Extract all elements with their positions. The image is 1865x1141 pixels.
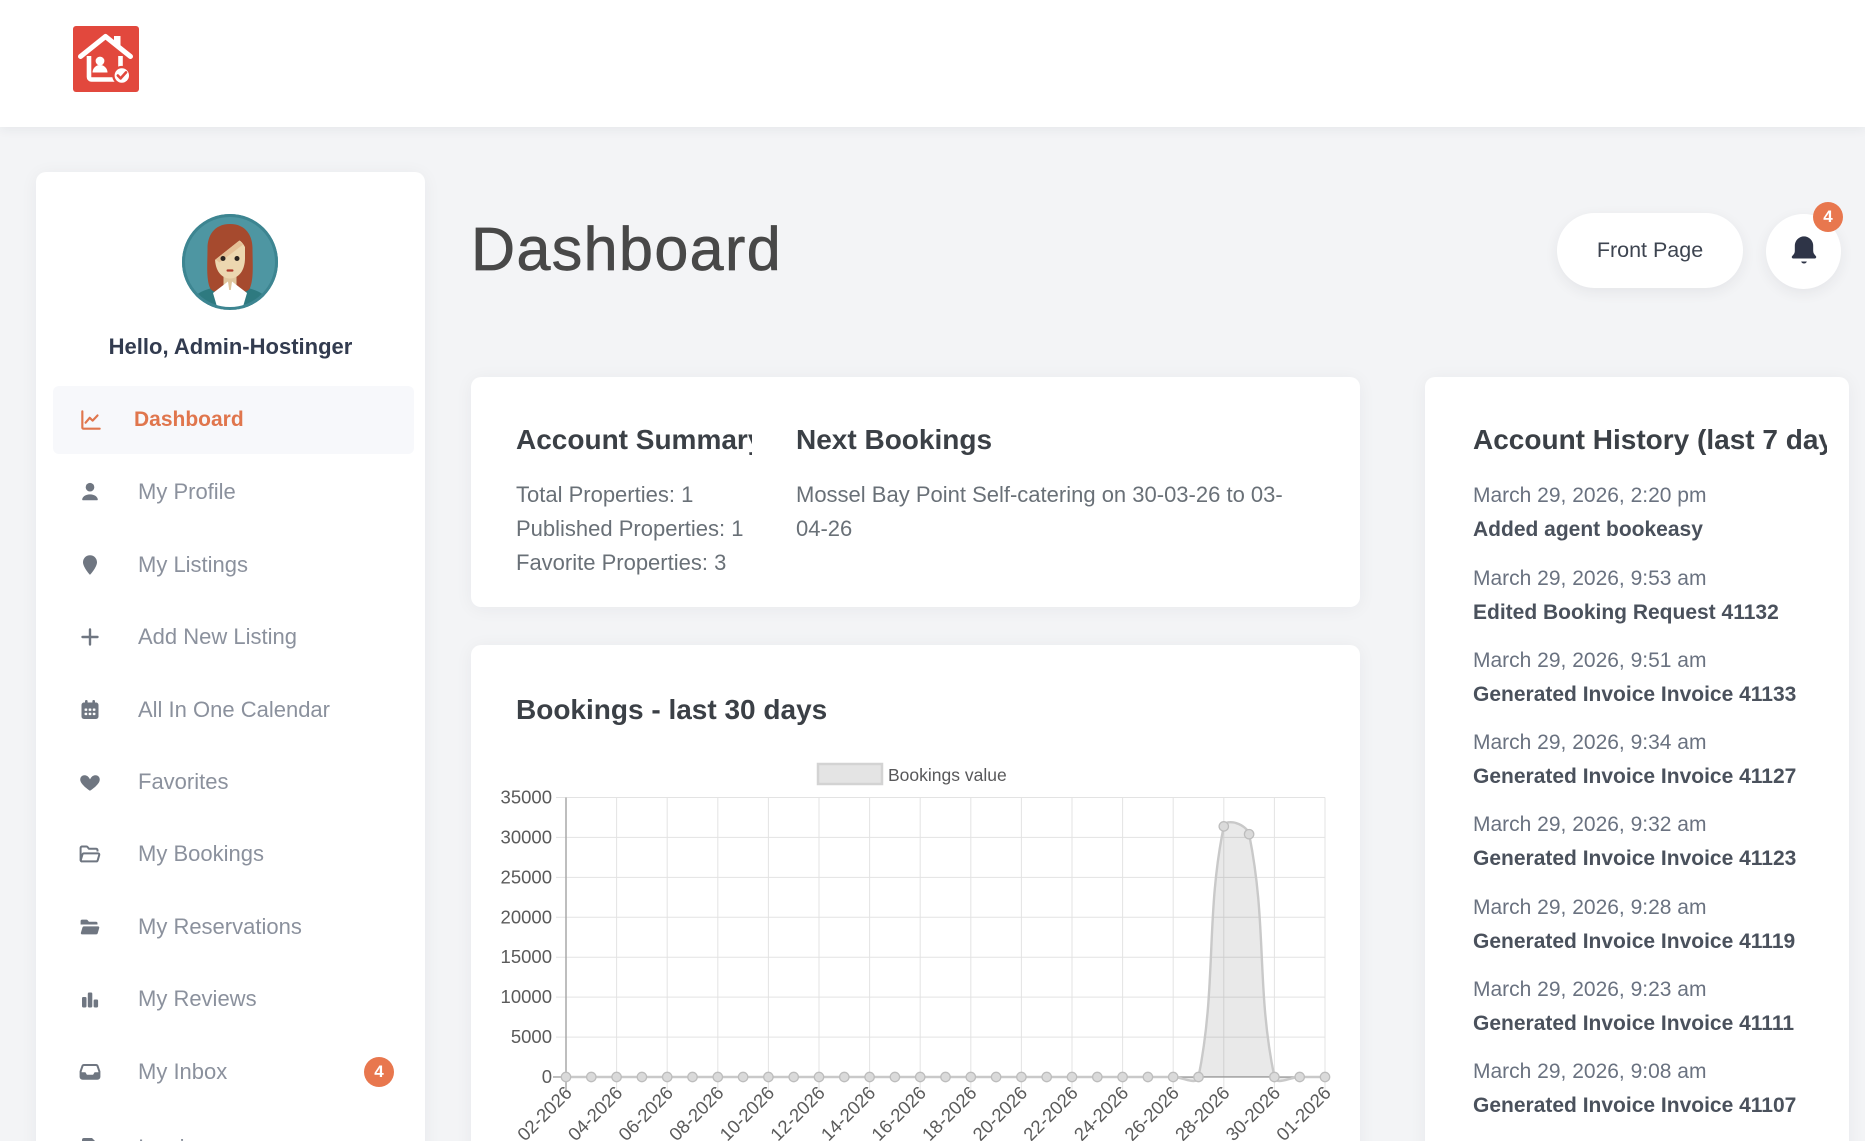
svg-text:0: 0 [542, 1066, 552, 1087]
svg-text:10000: 10000 [501, 986, 552, 1007]
svg-text:30000: 30000 [501, 826, 552, 847]
svg-text:01-2026: 01-2026 [1272, 1082, 1335, 1141]
svg-text:20000: 20000 [501, 906, 552, 927]
svg-text:35000: 35000 [501, 787, 552, 808]
svg-text:25000: 25000 [501, 866, 552, 887]
svg-text:Bookings value: Bookings value [888, 765, 1007, 785]
svg-text:5000: 5000 [511, 1026, 552, 1047]
svg-text:15000: 15000 [501, 946, 552, 967]
